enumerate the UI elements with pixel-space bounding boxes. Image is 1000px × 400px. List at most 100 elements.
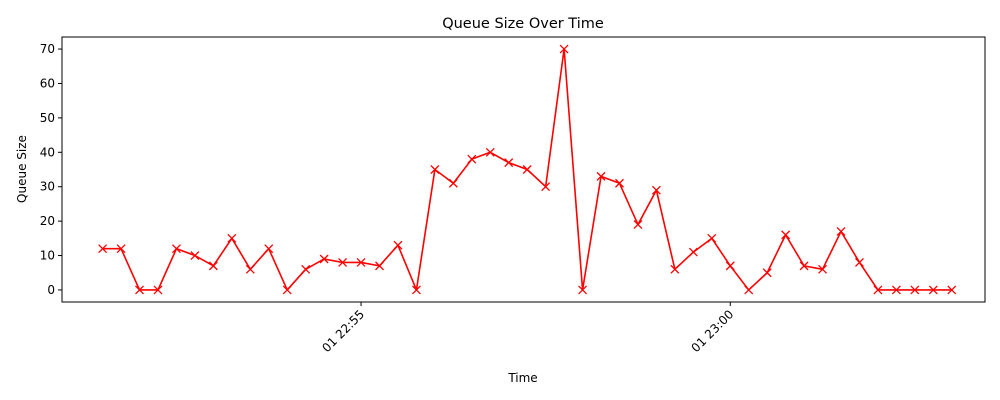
data-point-marker bbox=[873, 285, 883, 295]
marker-stroke bbox=[633, 220, 643, 230]
data-point-marker bbox=[707, 233, 717, 243]
data-point-marker bbox=[947, 285, 957, 295]
data-point-marker bbox=[338, 257, 348, 267]
marker-stroke bbox=[725, 261, 735, 271]
marker-stroke bbox=[855, 257, 864, 267]
marker-stroke bbox=[485, 147, 495, 157]
y-tick-label: 40 bbox=[40, 145, 55, 159]
x-axis-title: Time bbox=[507, 371, 537, 385]
plot-area: 0 10 20 30 40 50 60 70 01 22:55 01 23:00 bbox=[40, 36, 986, 355]
data-point-marker bbox=[153, 285, 163, 295]
y-tick-label: 0 bbox=[47, 283, 55, 297]
marker-stroke bbox=[430, 165, 440, 174]
data-point-marker bbox=[836, 226, 846, 236]
data-point-marker bbox=[411, 285, 421, 295]
data-point-marker bbox=[264, 244, 274, 254]
data-point-marker bbox=[651, 185, 661, 195]
marker-stroke bbox=[891, 285, 901, 295]
marker-stroke bbox=[559, 44, 569, 54]
y-tick-label: 30 bbox=[40, 180, 55, 194]
data-point-marker bbox=[744, 285, 754, 295]
data-point-marker bbox=[301, 264, 311, 274]
marker-stroke bbox=[98, 244, 108, 254]
marker-stroke bbox=[264, 244, 274, 254]
data-point-marker bbox=[578, 285, 588, 295]
marker-stroke bbox=[319, 254, 329, 264]
data-point-marker bbox=[171, 244, 181, 254]
marker-stroke bbox=[615, 178, 624, 188]
data-point-marker bbox=[504, 158, 514, 168]
marker-stroke bbox=[153, 285, 163, 295]
data-point-marker bbox=[190, 251, 200, 260]
marker-stroke bbox=[116, 244, 126, 254]
marker-stroke bbox=[947, 285, 957, 295]
data-point-marker bbox=[356, 257, 366, 267]
data-point-marker bbox=[596, 171, 606, 181]
marker-stroke bbox=[135, 285, 144, 295]
marker-stroke bbox=[928, 285, 938, 295]
y-tick-label: 10 bbox=[40, 249, 55, 263]
marker-stroke bbox=[799, 261, 809, 271]
marker-stroke bbox=[375, 261, 384, 271]
marker-stroke bbox=[910, 285, 920, 295]
y-tick-label: 20 bbox=[40, 214, 55, 228]
data-point-marker bbox=[928, 285, 938, 295]
marker-stroke bbox=[467, 154, 477, 164]
marker-stroke bbox=[670, 264, 680, 274]
marker-stroke bbox=[781, 230, 791, 240]
data-point-marker bbox=[116, 244, 126, 254]
data-point-marker bbox=[781, 230, 791, 240]
data-point-marker bbox=[319, 254, 329, 264]
marker-stroke bbox=[338, 257, 348, 267]
data-point-marker bbox=[615, 178, 624, 188]
chart-title: Queue Size Over Time bbox=[442, 16, 604, 32]
data-point-marker bbox=[485, 147, 495, 157]
data-point-marker bbox=[98, 244, 108, 254]
data-point-marker bbox=[559, 44, 569, 54]
y-tick-label: 50 bbox=[40, 111, 55, 125]
y-tick-label: 70 bbox=[40, 42, 55, 56]
marker-stroke bbox=[301, 264, 311, 274]
marker-stroke bbox=[245, 264, 255, 274]
marker-stroke bbox=[190, 251, 200, 260]
marker-stroke bbox=[688, 247, 698, 257]
data-point-marker bbox=[541, 182, 551, 192]
marker-stroke bbox=[356, 257, 366, 267]
data-point-marker bbox=[855, 257, 864, 267]
marker-stroke bbox=[411, 285, 421, 295]
data-point-marker bbox=[891, 285, 901, 295]
marker-stroke bbox=[448, 178, 458, 188]
data-point-marker bbox=[282, 285, 292, 295]
data-point-marker bbox=[522, 165, 532, 174]
marker-stroke bbox=[522, 165, 532, 174]
marker-stroke bbox=[578, 285, 588, 295]
data-point-marker bbox=[245, 264, 255, 274]
data-point-marker bbox=[135, 285, 144, 295]
data-point-marker bbox=[467, 154, 477, 164]
data-point-marker bbox=[633, 220, 643, 230]
marker-stroke bbox=[171, 244, 181, 254]
marker-stroke bbox=[707, 233, 717, 243]
data-point-marker bbox=[762, 268, 772, 278]
data-point-marker bbox=[393, 240, 403, 250]
marker-stroke bbox=[208, 261, 218, 271]
data-point-marker bbox=[725, 261, 735, 271]
marker-stroke bbox=[873, 285, 883, 295]
plot-frame bbox=[61, 36, 986, 303]
marker-stroke bbox=[282, 285, 292, 295]
marker-stroke bbox=[541, 182, 551, 192]
data-point-marker bbox=[227, 233, 237, 243]
marker-stroke bbox=[393, 240, 403, 250]
marker-stroke bbox=[744, 285, 754, 295]
data-point-marker bbox=[208, 261, 218, 271]
marker-stroke bbox=[651, 185, 661, 195]
data-point-marker bbox=[670, 264, 680, 274]
marker-stroke bbox=[818, 264, 828, 274]
data-point-marker bbox=[910, 285, 920, 295]
data-point-marker bbox=[448, 178, 458, 188]
data-point-marker bbox=[430, 165, 440, 174]
marker-stroke bbox=[227, 233, 237, 243]
data-point-marker bbox=[375, 261, 384, 271]
data-point-marker bbox=[688, 247, 698, 257]
